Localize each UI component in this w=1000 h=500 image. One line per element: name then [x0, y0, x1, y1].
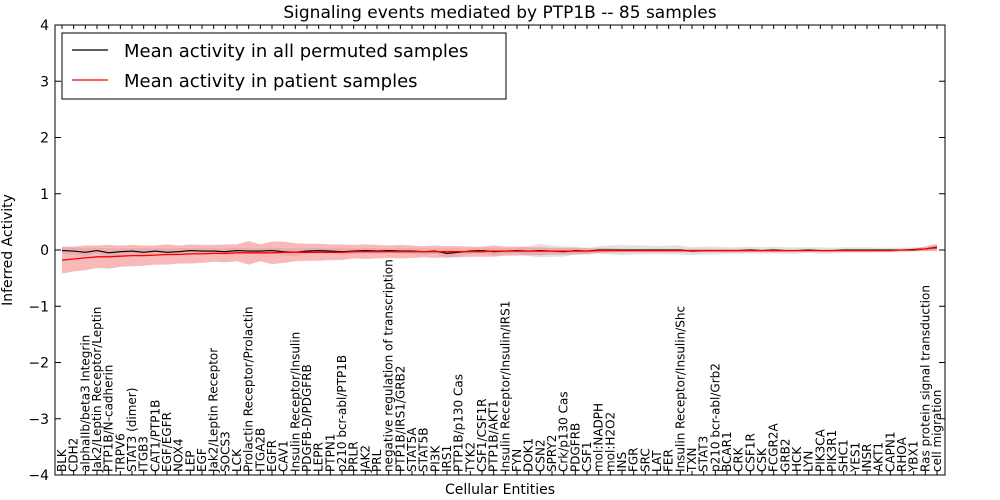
x-tick-label: PTP1B/N-cadherin [102, 365, 116, 472]
x-tick-label: GRB2 [778, 438, 792, 472]
x-tick-label: CDH2 [67, 438, 81, 472]
legend-box [61, 32, 507, 100]
x-tick-label: Ras protein signal transduction [918, 285, 932, 472]
x-tick-label: FCGR2A [767, 422, 781, 472]
y-tick-label: 4 [40, 18, 49, 34]
x-tick-label: alphaIIb/beta3 Integrin [78, 335, 92, 472]
x-axis-label: Cellular Entities [445, 482, 555, 498]
x-tick-label: SOCS3 [218, 431, 232, 472]
x-tick-label: INSR [860, 444, 874, 472]
x-tick-label: ITGB3 [137, 436, 151, 472]
x-tick-label: cell migration [930, 390, 944, 472]
x-tick-label: NOX4 [172, 439, 186, 473]
chart-title: Signaling events mediated by PTP1B -- 85… [283, 3, 716, 23]
x-tick-label: BCAR1 [720, 431, 734, 472]
x-tick-label: CSK [755, 447, 769, 472]
x-tick-label: Insulin Receptor/Insulin/Shc [673, 306, 687, 472]
x-tick-label: YBX1 [907, 441, 921, 473]
x-tick-label: EGF/EGFR [160, 412, 174, 472]
x-tick-label: EGF [195, 448, 209, 472]
x-tick-label: CSF1 [580, 441, 594, 472]
x-tick-label: negative regulation of transcription [382, 259, 396, 472]
x-tick-label: STAT5B [417, 428, 431, 473]
x-tick-label: STAT3 [697, 436, 711, 472]
x-tick-label: BLK [55, 448, 69, 472]
x-tick-label: mol:NADPH [592, 403, 606, 472]
x-tick-label: TXN [685, 447, 699, 473]
y-tick-label: 1 [40, 187, 49, 203]
x-tick-label: SHC1 [837, 439, 851, 472]
x-tick-label: EGFR [265, 440, 279, 472]
x-tick-label: LAT [650, 450, 664, 472]
x-tick-label: p210 bcr-abl/Grb2 [708, 363, 722, 472]
x-tick-label: LEPR [312, 442, 326, 472]
x-tick-label: FER [662, 449, 676, 472]
x-tick-label: PDGFRB [568, 423, 582, 472]
legend-label-permuted: Mean activity in all permuted samples [124, 41, 468, 62]
legend: Mean activity in all permuted samples Me… [61, 32, 507, 100]
x-tick-label: FGR [627, 447, 641, 472]
x-tick-label: CAV1 [277, 440, 291, 472]
y-tick-label: 2 [40, 131, 49, 147]
patient-band [62, 241, 937, 274]
y-tick-label: −2 [28, 356, 49, 372]
x-tick-label: Jak2/Leptin Receptor [207, 348, 221, 473]
x-tick-label: Insulin Receptor/Insulin [288, 332, 302, 472]
x-tick-label: YES1 [848, 442, 862, 473]
x-tick-label: FYN [510, 449, 524, 472]
x-tick-label: p210 bcr-abl/PTP1B [335, 355, 349, 472]
x-tick-label: Crk/p130 Cas [557, 391, 571, 472]
x-tick-label: IRS1 [440, 445, 454, 472]
y-tick-label: −4 [28, 468, 49, 484]
x-tick-label: LYN [802, 451, 816, 472]
x-tick-label: PIK3R1 [825, 430, 839, 472]
x-tick-label: PDGFB-D/PDGFRB [300, 364, 314, 472]
x-tick-label: SRC [638, 448, 652, 472]
x-tick-label: STAT3 (dimer) [125, 388, 139, 472]
x-tick-label: CSN2 [533, 439, 547, 472]
patient-mean-line [61, 247, 938, 261]
x-tick-label: ITGA2B [253, 428, 267, 472]
x-tick-label: PRLR [347, 441, 361, 472]
x-tick-label: CSF1R [743, 433, 757, 472]
x-tick-label: TYK2 [463, 442, 477, 473]
x-tick-label: HCK [790, 446, 804, 472]
x-tick-label: CAT1/PTP1B [148, 400, 162, 472]
x-tick-label: CAPN1 [883, 432, 897, 472]
x-tick-label: Jak2/Leptin Receptor/Leptin [90, 307, 104, 473]
x-tick-label: PI3K [428, 445, 442, 472]
y-tick-label: 3 [40, 74, 49, 90]
x-tick-label: PTP1B/AKT1 [487, 400, 501, 472]
x-tick-label: TRPV6 [113, 433, 127, 473]
x-tick-label: LEP [183, 450, 197, 472]
x-tick-label: PTP1B/p130 Cas [452, 374, 466, 472]
x-tick-label: PIK3CA [813, 428, 827, 472]
y-tick-label: −3 [28, 412, 49, 428]
x-tick-label: SPRY2 [545, 435, 559, 472]
x-tick-label: PRL [370, 449, 384, 472]
x-tick-label: Insulin Receptor/Insulin/IRS1 [498, 301, 512, 472]
x-tick-label: STAT5A [405, 427, 419, 472]
x-tick-label: PTP1B/IRS1/GRB2 [393, 366, 407, 472]
x-tick-label: DOK1 [522, 438, 536, 472]
x-tick-label: JAK2 [358, 445, 372, 473]
x-tick-label: RHOA [895, 436, 909, 472]
x-tick-label: mol:H2O2 [603, 412, 617, 472]
legend-label-patient: Mean activity in patient samples [124, 71, 418, 92]
x-tick-label: PTPN1 [323, 434, 337, 472]
y-axis-label: Inferred Activity [0, 194, 16, 306]
x-tick-label: CRK [732, 446, 746, 472]
x-tick-label: LCK [230, 448, 244, 472]
x-tick-label: AKT1 [872, 442, 886, 472]
y-tick-label: 0 [40, 243, 49, 259]
x-tick-label: INS [615, 452, 629, 472]
x-tick-label: CSF1/CSF1R [475, 399, 489, 472]
x-tick-label: Prolactin Receptor/Prolactin [242, 306, 256, 472]
y-tick-label: −1 [28, 299, 49, 315]
